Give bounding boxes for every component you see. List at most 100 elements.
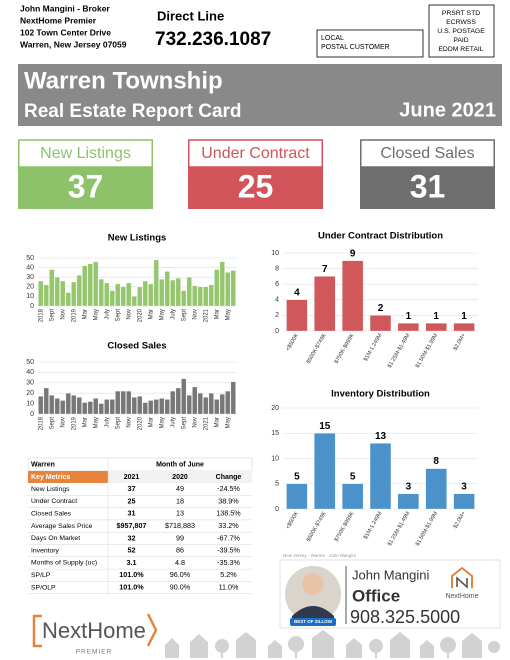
y-tick-label: 5 [275, 481, 279, 488]
recipient-line: POSTAL CUSTOMER [321, 44, 390, 51]
bar [192, 386, 198, 415]
bar [87, 401, 93, 415]
x-tick-label: July [170, 417, 176, 428]
bar [109, 290, 115, 307]
x-tick-label: May [93, 417, 99, 428]
y-tick-label: 0 [275, 506, 279, 513]
table-cell: 90.0% [170, 582, 191, 591]
x-tick-label: Nov [60, 417, 66, 428]
bar [71, 395, 77, 415]
bar [131, 397, 137, 415]
table-header: 2020 [172, 474, 188, 481]
chart-title: New Listings [108, 233, 167, 244]
table-cell: 138.5% [216, 509, 241, 518]
bar [93, 398, 99, 415]
table-cell: -67.7% [217, 533, 240, 542]
bar [192, 285, 198, 307]
postage-line: U.S. POSTAGE [437, 28, 485, 35]
bar [397, 323, 419, 332]
data-label: 1 [433, 311, 439, 322]
card-value: 25 [238, 168, 274, 204]
x-tick-label: Nov [192, 309, 198, 320]
bar [208, 393, 214, 415]
bar [131, 296, 137, 307]
bar [104, 282, 110, 307]
table-cell: SP/LP [31, 572, 51, 579]
y-tick-label: 50 [26, 359, 34, 366]
table-cell: 5.2% [220, 570, 237, 579]
table-cell: 38.9% [218, 496, 239, 505]
x-tick-label: 2020 [137, 308, 143, 322]
bar [60, 400, 66, 415]
bar [175, 387, 181, 415]
table-subtitle: Month of June [156, 461, 204, 468]
recipient-line: LOCAL [321, 35, 344, 42]
metrics-table: Warren Month of June Key Metrics 2021 2020 Ch… [27, 457, 253, 594]
postage-line: ECRWSS [446, 19, 476, 26]
bar [115, 283, 121, 307]
table-cell: 101.0% [119, 570, 144, 579]
table-cell: Inventory [31, 547, 60, 554]
x-tick-label: $750K-$999K [334, 332, 356, 364]
bar [76, 275, 82, 307]
agent-name: John Mangini [352, 567, 429, 582]
card-label: Closed Sales [380, 145, 474, 162]
bar [219, 261, 225, 307]
chart: Inventory Distribution 0 5 10 15 20 5 <$500K 15 $… [271, 389, 478, 547]
banner-title: Warren Township [24, 67, 223, 94]
x-tick-label: Sept [115, 417, 121, 430]
x-tick-label: Sept [49, 309, 55, 322]
x-tick-label: $1.50M-$1.99M [415, 510, 440, 547]
bar [164, 399, 170, 415]
table-cell: $957,807 [117, 521, 147, 530]
x-tick-label: Mar [214, 417, 220, 427]
bar [369, 315, 392, 332]
x-tick-label: Sept [49, 417, 55, 430]
card-label: Under Contract [201, 145, 310, 162]
x-tick-label: $1M-1.249M [363, 510, 384, 540]
y-tick-label: 2 [275, 312, 279, 319]
bar [369, 443, 392, 510]
x-tick-label: 2018 [38, 416, 44, 430]
bar [76, 397, 82, 415]
table-cell: 101.0% [119, 582, 144, 591]
x-tick-label: $1M-1.249M [363, 332, 384, 362]
bar [181, 290, 187, 307]
y-tick-label: 0 [30, 303, 34, 310]
x-tick-label: $500K-$749K [306, 510, 328, 542]
bar [126, 390, 132, 415]
table-cell: 3.1 [127, 558, 137, 567]
agent-brand: NextHome [445, 593, 478, 600]
bar [142, 402, 148, 415]
postage-box [428, 4, 495, 58]
chart: Under Contract Distribution 0 2 4 6 8 10 4 <$500… [271, 231, 478, 369]
x-tick-label: 2020 [137, 416, 143, 430]
footer-chevron [146, 613, 158, 647]
card-value-box [188, 167, 323, 209]
x-tick-label: $1.25M-$1.49M [387, 510, 412, 547]
bar [153, 399, 159, 415]
y-tick-label: 0 [30, 411, 34, 418]
bar [142, 280, 148, 307]
card-value: 31 [410, 168, 446, 204]
x-tick-label: Nov [126, 417, 132, 428]
table-cell: Under Contract [31, 498, 77, 505]
table-cell: -24.5% [217, 484, 240, 493]
y-tick-label: 15 [271, 430, 279, 437]
data-label: 15 [319, 421, 331, 432]
bar [120, 286, 126, 307]
footer-brand: NextHome [42, 618, 146, 643]
bar [104, 399, 110, 415]
data-label: 2 [378, 303, 384, 314]
table-cell: -39.5% [217, 546, 240, 555]
bar [286, 299, 308, 332]
table-cell: 52 [128, 546, 136, 555]
bar [225, 272, 231, 307]
bar [164, 271, 170, 307]
table-cell: -35.3% [217, 558, 240, 567]
bar [219, 394, 225, 415]
table-title-row [27, 457, 253, 472]
postage-line: EDDM RETAIL [438, 46, 483, 53]
bar [342, 483, 364, 510]
bar [186, 395, 192, 415]
